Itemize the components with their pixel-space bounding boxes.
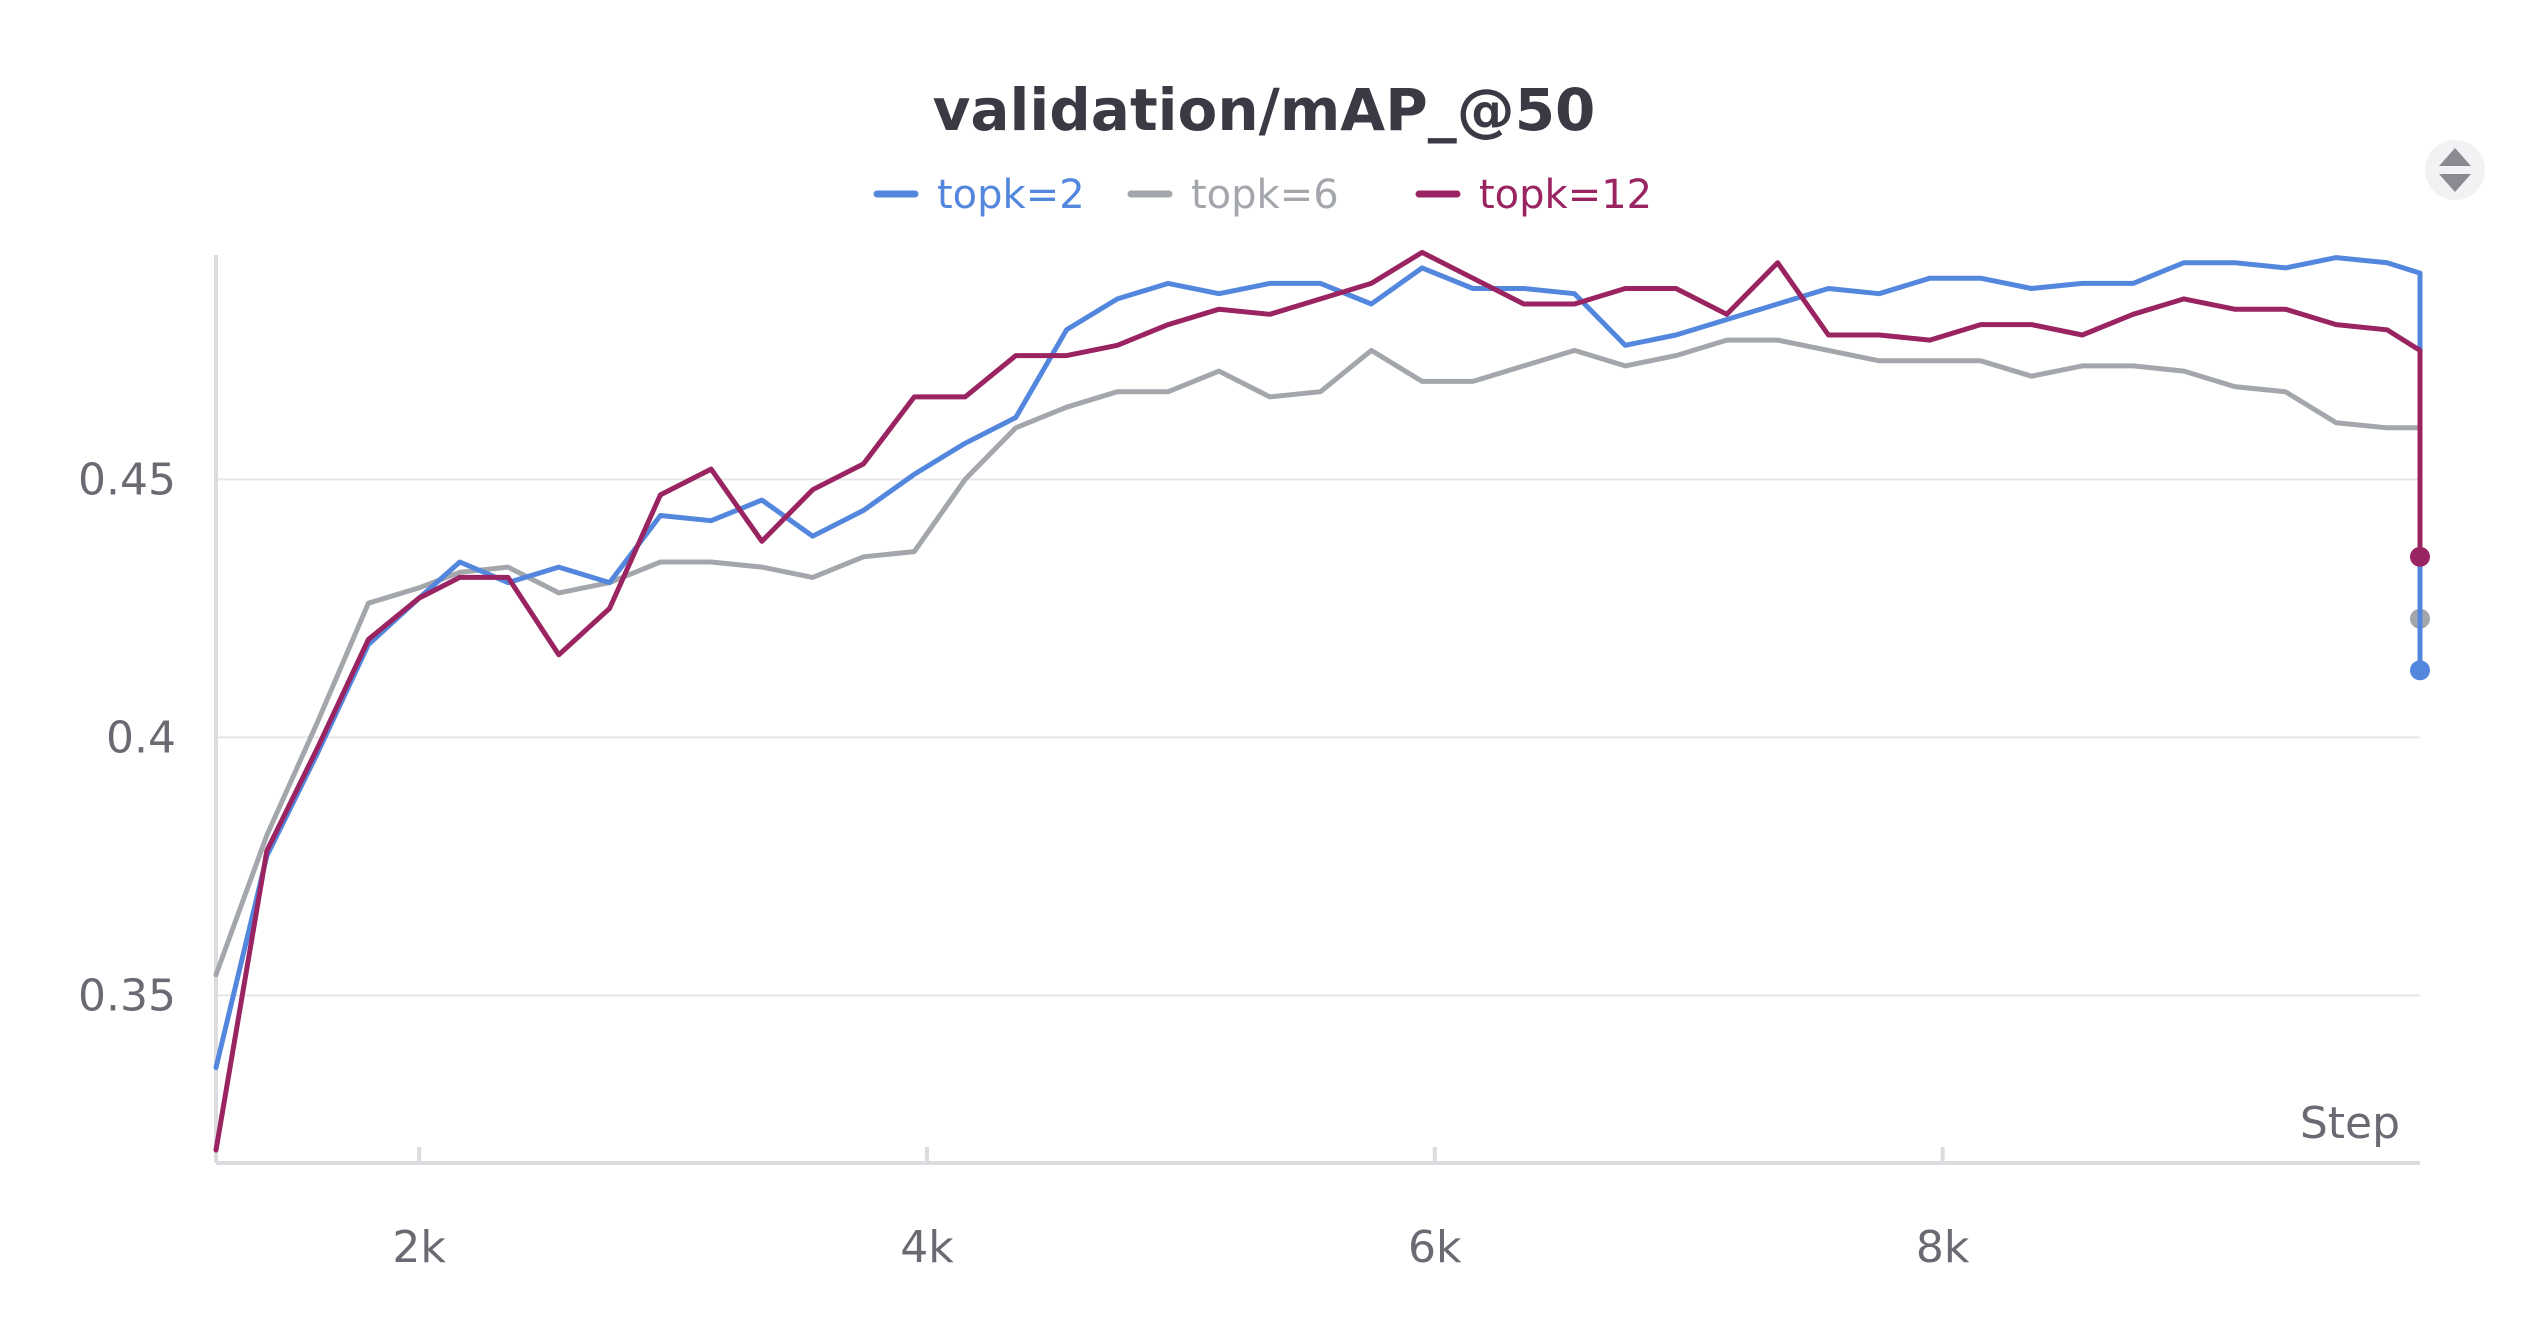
x-tick-label: 2k xyxy=(392,1222,446,1273)
x-tick-label: 4k xyxy=(900,1222,954,1273)
y-tick-label: 0.35 xyxy=(78,970,176,1021)
legend-item[interactable]: topk=12 xyxy=(1415,172,1652,218)
legend-item[interactable]: topk=2 xyxy=(873,172,1085,218)
legend-label: topk=12 xyxy=(1479,172,1652,218)
legend-label: topk=6 xyxy=(1191,172,1339,218)
axes: 2k 4k 6k 8k xyxy=(214,255,2420,1273)
x-tick-label: 6k xyxy=(1408,1222,1462,1273)
series-layer xyxy=(213,249,2430,1153)
legend[interactable]: topk=2 topk=6 topk=12 xyxy=(873,172,1652,218)
series-line-topk-2 xyxy=(213,255,2423,1071)
series-line-topk-12 xyxy=(213,249,2423,1153)
y-tick-label: 0.4 xyxy=(106,712,176,763)
chart-title: validation/mAP_@50 xyxy=(933,76,1596,144)
legend-label: topk=2 xyxy=(937,172,1085,218)
legend-item[interactable]: topk=6 xyxy=(1127,172,1339,218)
gridlines: 0.35 0.4 0.45 xyxy=(78,454,2420,1021)
series-end-point xyxy=(2410,660,2430,681)
series-end-point xyxy=(2410,546,2430,567)
chart-menu-icon[interactable] xyxy=(2425,140,2485,200)
x-axis-title: Step xyxy=(2300,1098,2400,1149)
series-line-topk-6 xyxy=(213,337,2423,978)
x-tick-label: 8k xyxy=(1916,1222,1970,1273)
y-tick-label: 0.45 xyxy=(78,454,176,505)
